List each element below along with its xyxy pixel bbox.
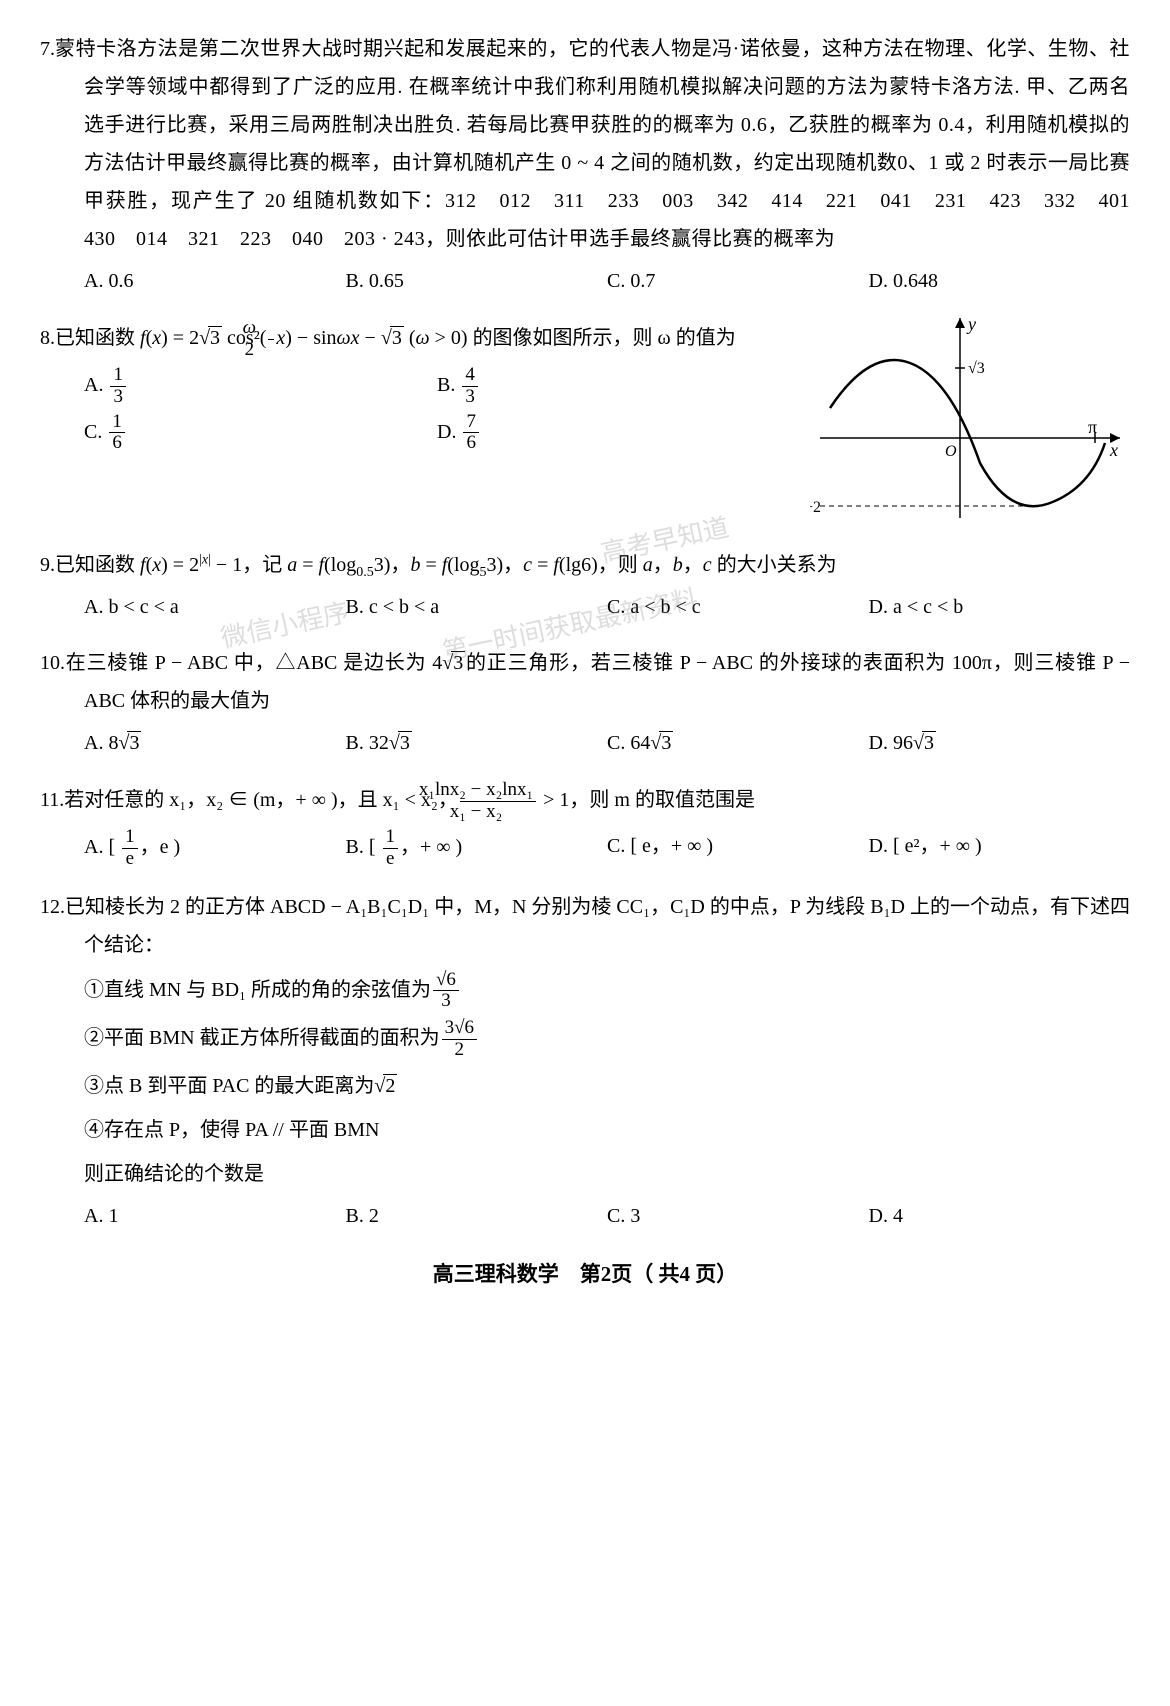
q11-opt-a: A. [ 1e，e ) bbox=[84, 827, 346, 870]
q12-s2: ②平面 BMN 截正方体所得截面的面积为3√62 bbox=[40, 1018, 1130, 1061]
q11-text: 11.若对任意的 x₁，x₂ ∈ (m，+ ∞ )，且 x₁ < x₂，x₁ln… bbox=[40, 780, 1130, 823]
q8-options-row2: C. 16 D. 76 bbox=[40, 412, 790, 455]
q7-body: 蒙特卡洛方法是第二次世界大战时期兴起和发展起来的，它的代表人物是冯·诺依曼，这种… bbox=[55, 38, 1151, 250]
q8-opt-a: A. 13 bbox=[84, 365, 437, 408]
q7-num: 7. bbox=[40, 38, 55, 60]
q10-options: A. 8√3 B. 32√3 C. 64√3 D. 96√3 bbox=[40, 724, 1130, 762]
y-min-mark: −2 bbox=[810, 499, 821, 516]
page-footer: 高三理科数学 第2页（ 共4 页） bbox=[40, 1255, 1130, 1295]
origin-label: O bbox=[945, 443, 957, 460]
q12-s1: ①直线 MN 与 BD₁ 所成的角的余弦值为√63 bbox=[40, 970, 1130, 1013]
q7-options: A. 0.6 B. 0.65 C. 0.7 D. 0.648 bbox=[40, 262, 1130, 300]
q9-opt-c: C. a < b < c bbox=[607, 588, 869, 626]
q11-opt-c: C. [ e，+ ∞ ) bbox=[607, 827, 869, 870]
q7-opt-d: D. 0.648 bbox=[869, 262, 1131, 300]
q8-opt-c: C. 16 bbox=[84, 412, 437, 455]
q11-opt-b: B. [ 1e，+ ∞ ) bbox=[346, 827, 608, 870]
q10-opt-d: D. 96√3 bbox=[869, 724, 1131, 762]
x-axis-label: x bbox=[1109, 440, 1118, 460]
q9-options: A. b < c < a B. c < b < a C. a < b < c D… bbox=[40, 588, 1130, 626]
y-mark: √3 bbox=[968, 360, 985, 377]
q11-options: A. [ 1e，e ) B. [ 1e，+ ∞ ) C. [ e，+ ∞ ) D… bbox=[40, 827, 1130, 870]
q8-opt-b: B. 43 bbox=[437, 365, 790, 408]
q8-t1: 已知函数 bbox=[55, 327, 140, 349]
q7-text: 7.蒙特卡洛方法是第二次世界大战时期兴起和发展起来的，它的代表人物是冯·诺依曼，… bbox=[40, 30, 1130, 258]
q12-opt-d: D. 4 bbox=[869, 1197, 1131, 1235]
q8-opt-d: D. 76 bbox=[437, 412, 790, 455]
q9-text: 9.已知函数 f(x) = 2|x| − 1，记 a = f(log0.53)，… bbox=[40, 546, 1130, 584]
q11-opt-d: D. [ e²，+ ∞ ) bbox=[869, 827, 1131, 870]
q8-t2: 的图像如图所示，则 ω 的值为 bbox=[468, 327, 736, 349]
q12-s4: ④存在点 P，使得 PA // 平面 BMN bbox=[40, 1111, 1130, 1149]
q7-opt-a: A. 0.6 bbox=[84, 262, 346, 300]
question-8: 8.已知函数 f(x) = 2√3 cos²(ω2x) − sinωx − √3… bbox=[40, 318, 1130, 528]
q12-opt-b: B. 2 bbox=[346, 1197, 608, 1235]
q9-opt-b: B. c < b < a bbox=[346, 588, 608, 626]
q7-opt-b: B. 0.65 bbox=[346, 262, 608, 300]
q12-s5: 则正确结论的个数是 bbox=[40, 1155, 1130, 1193]
q8-graph: y x O √3 −2 π bbox=[810, 308, 1130, 528]
q8-num: 8. bbox=[40, 327, 55, 349]
q7-opt-c: C. 0.7 bbox=[607, 262, 869, 300]
question-10: 10.在三棱锥 P − ABC 中，△ABC 是边长为 4√3的正三角形，若三棱… bbox=[40, 644, 1130, 762]
q8-options-row1: A. 13 B. 43 bbox=[40, 365, 790, 408]
q9-opt-d: D. a < c < b bbox=[869, 588, 1131, 626]
question-12: 12.已知棱长为 2 的正方体 ABCD − A₁B₁C₁D₁ 中，M，N 分别… bbox=[40, 888, 1130, 1236]
q10-text: 10.在三棱锥 P − ABC 中，△ABC 是边长为 4√3的正三角形，若三棱… bbox=[40, 644, 1130, 720]
q12-options: A. 1 B. 2 C. 3 D. 4 bbox=[40, 1197, 1130, 1235]
q10-opt-b: B. 32√3 bbox=[346, 724, 608, 762]
q12-opt-a: A. 1 bbox=[84, 1197, 346, 1235]
q10-opt-a: A. 8√3 bbox=[84, 724, 346, 762]
y-axis-label: y bbox=[966, 314, 976, 334]
q10-opt-c: C. 64√3 bbox=[607, 724, 869, 762]
question-7: 7.蒙特卡洛方法是第二次世界大战时期兴起和发展起来的，它的代表人物是冯·诺依曼，… bbox=[40, 30, 1130, 300]
question-9: 9.已知函数 f(x) = 2|x| − 1，记 a = f(log0.53)，… bbox=[40, 546, 1130, 626]
q12-text: 12.已知棱长为 2 的正方体 ABCD − A₁B₁C₁D₁ 中，M，N 分别… bbox=[40, 888, 1130, 964]
question-11: 11.若对任意的 x₁，x₂ ∈ (m，+ ∞ )，且 x₁ < x₂，x₁ln… bbox=[40, 780, 1130, 870]
q12-s3: ③点 B 到平面 PAC 的最大距离为√2 bbox=[40, 1067, 1130, 1105]
q8-text: 8.已知函数 f(x) = 2√3 cos²(ω2x) − sinωx − √3… bbox=[40, 318, 790, 361]
q9-opt-a: A. b < c < a bbox=[84, 588, 346, 626]
q12-opt-c: C. 3 bbox=[607, 1197, 869, 1235]
